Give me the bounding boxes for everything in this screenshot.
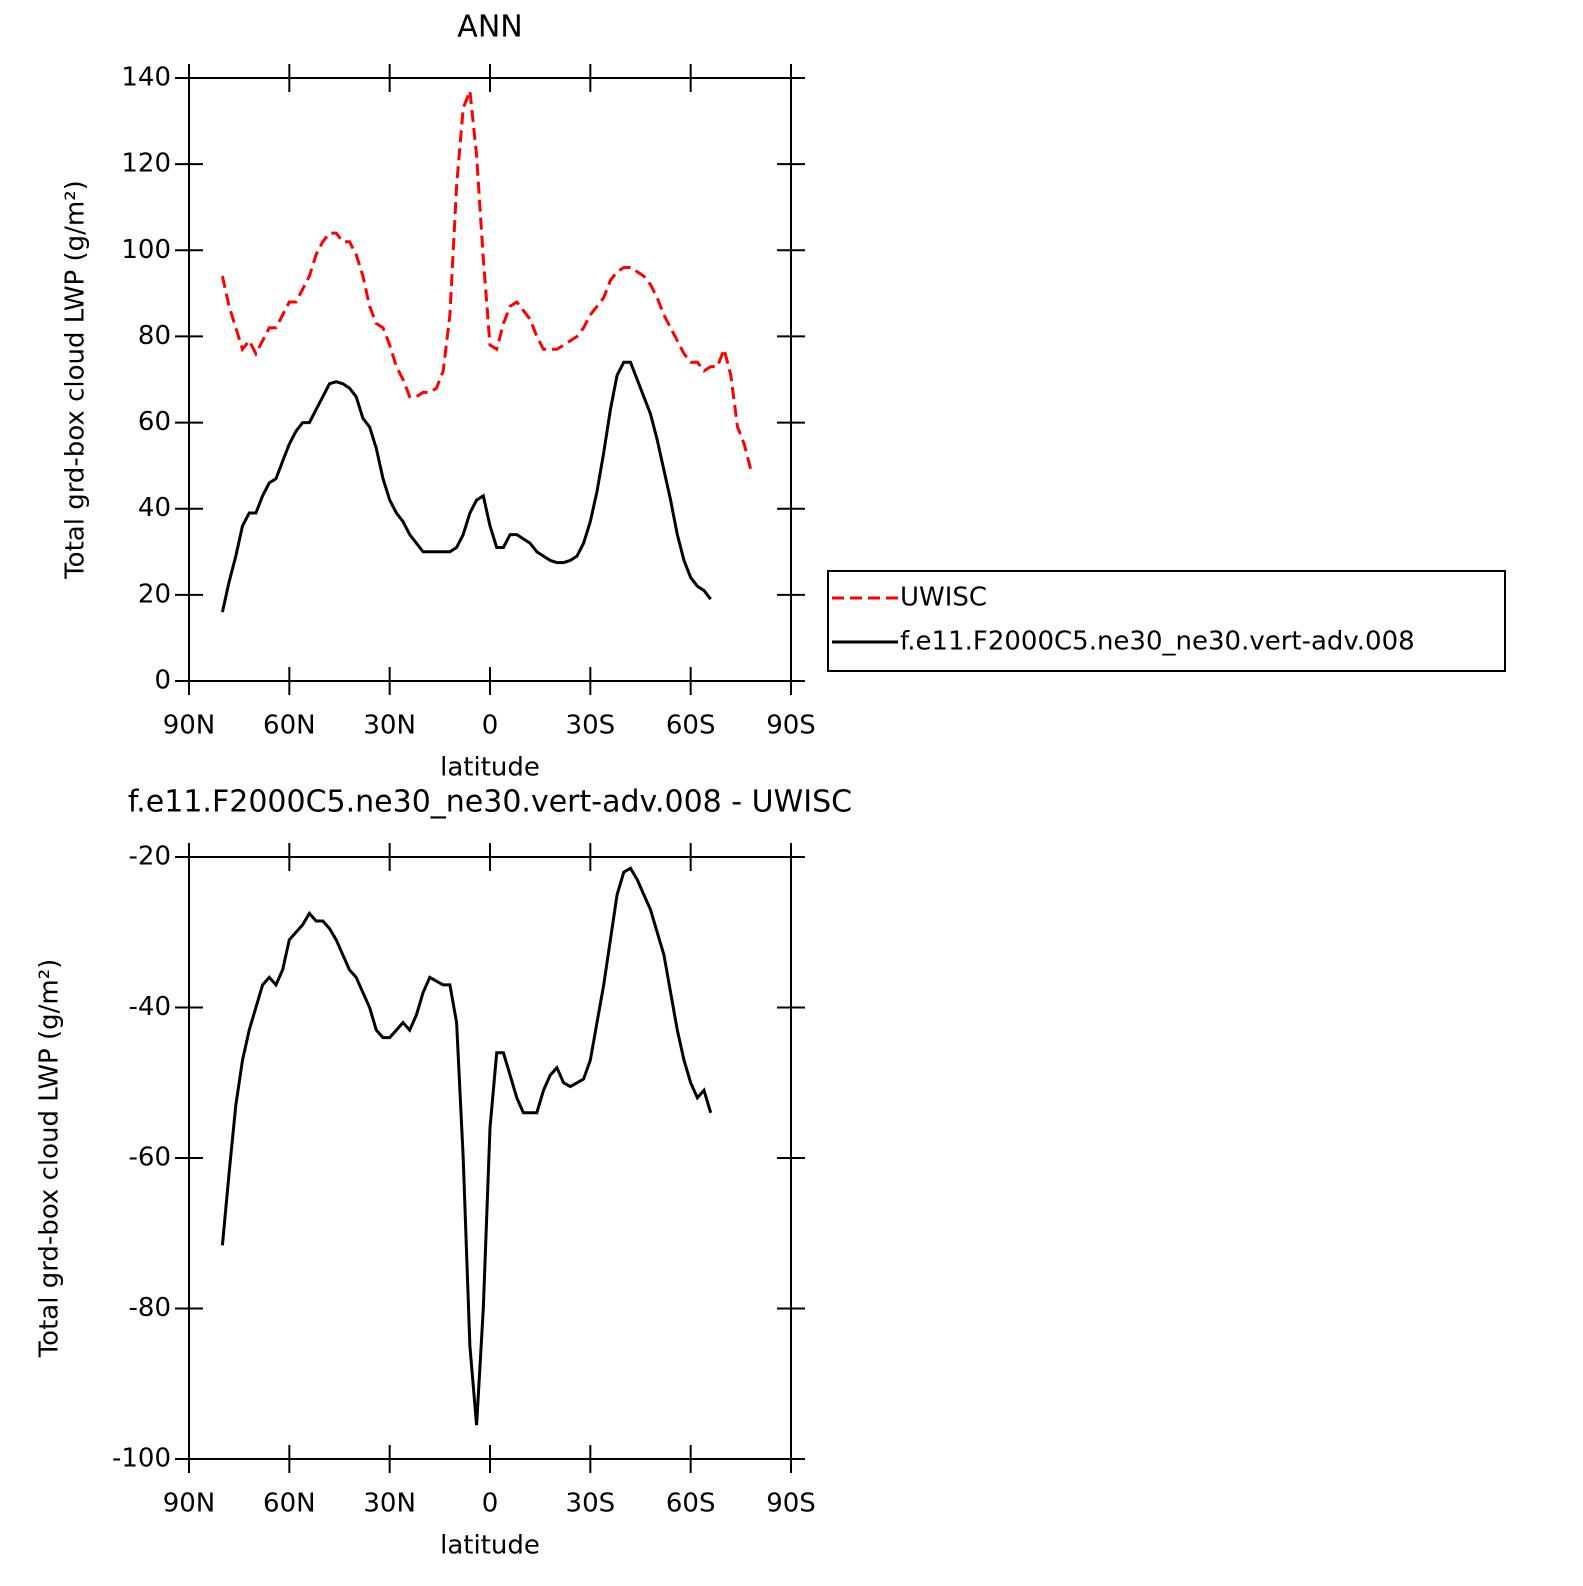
x-tick-label: 30N [363, 711, 416, 741]
y-tick-label: 20 [138, 579, 171, 609]
legend-entry: f.e11.F2000C5.ne30_ne30.vert-adv.008 [900, 627, 1415, 657]
data-line [220, 360, 712, 613]
y-tick-label: 120 [121, 149, 171, 179]
y-tick-label: -80 [129, 1293, 171, 1323]
y-tick-label: -100 [112, 1444, 171, 1474]
y-tick-label: 100 [121, 235, 171, 265]
x-tick-label: 60N [263, 1489, 316, 1519]
x-axis-label: latitude [440, 753, 540, 783]
y-tick-label: 80 [138, 321, 171, 351]
x-tick-label: 0 [482, 711, 499, 741]
x-tick-label: 30S [566, 1489, 616, 1519]
y-axis-label: Total grd-box cloud LWP (g/m²) [61, 180, 91, 580]
legend-box [827, 570, 1506, 672]
y-axis-label: Total grd-box cloud LWP (g/m²) [35, 959, 65, 1359]
x-tick-label: 60N [263, 711, 316, 741]
legend-entry: UWISC [900, 583, 987, 613]
x-tick-label: 0 [482, 1489, 499, 1519]
x-axis-label: latitude [440, 1531, 540, 1561]
x-tick-label: 60S [666, 711, 716, 741]
chart-title: ANN [457, 10, 522, 45]
x-tick-label: 60S [666, 1489, 716, 1519]
x-tick-label: 90N [163, 1489, 216, 1519]
y-tick-label: 140 [121, 63, 171, 93]
x-tick-label: 90S [766, 1489, 816, 1519]
x-tick-label: 90N [163, 711, 216, 741]
y-tick-label: -60 [129, 1143, 171, 1173]
y-tick-label: 60 [138, 407, 171, 437]
data-line [220, 866, 713, 1426]
y-tick-label: -20 [129, 842, 171, 872]
chart-title: f.e11.F2000C5.ne30_ne30.vert-adv.008 - U… [128, 785, 852, 820]
y-tick-label: -40 [129, 992, 171, 1022]
plot-frame [188, 77, 792, 682]
y-tick-label: 40 [138, 493, 171, 523]
x-tick-label: 90S [766, 711, 816, 741]
y-tick-label: 0 [154, 666, 171, 696]
x-tick-label: 30S [566, 711, 616, 741]
data-line [220, 90, 753, 471]
x-tick-label: 30N [363, 1489, 416, 1519]
